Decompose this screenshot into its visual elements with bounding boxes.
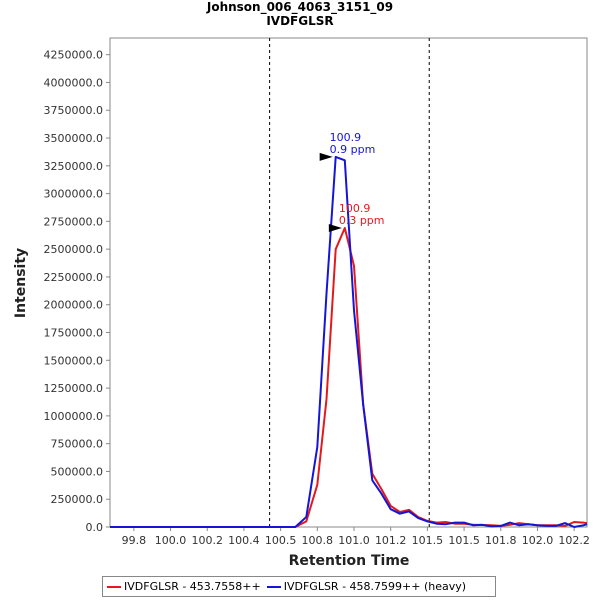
chart-title: Johnson_006_4063_3151_09 [206,0,393,15]
legend-item-heavy: IVDFGLSR - 458.7599++ (heavy) [266,580,467,593]
chart-subtitle: IVDFGLSR [266,14,333,28]
x-tick-label: 102.2 [558,534,590,547]
plot-area [109,37,588,528]
y-axis: 0.0 250000.0 500000.0 750000.0 1000000.0 1250… [44,49,110,534]
series-layer [110,155,588,528]
legend-swatch-light [107,585,121,588]
y-tick-label: 4000000.0 [44,76,104,89]
y-tick-label: 1250000.0 [44,382,104,395]
legend-swatch-heavy [266,585,281,588]
y-tick-label: 3000000.0 [44,188,104,201]
y-tick-label: 2500000.0 [44,243,104,256]
legend-label-heavy: IVDFGLSR - 458.7599++ (heavy) [283,580,467,593]
y-tick-label: 0.0 [86,521,104,534]
y-axis-title: Intensity [13,248,29,318]
y-tick-label: 3500000.0 [44,132,104,145]
x-tick-label: 101.5 [412,534,444,547]
y-tick-label: 3750000.0 [44,104,104,117]
x-tick-label: 102.0 [522,534,554,547]
series-line-heavy [110,155,588,528]
y-tick-label: 750000.0 [51,438,104,451]
x-tick-label: 100.8 [302,534,334,547]
legend-label-light: IVDFGLSR - 453.7558++ [124,580,261,593]
x-tick-label: 101.8 [485,534,517,547]
y-tick-label: 2750000.0 [44,215,104,228]
x-axis: 99.8 100.0 100.2 100.4 100.5 100.8 101.0 101.2 1… [122,527,590,547]
legend: IVDFGLSR - 453.7558++ IVDFGLSR - 458.759… [102,576,496,597]
y-tick-label: 500000.0 [51,465,104,478]
apex-rt-label: 100.9 [339,202,371,215]
y-tick-label: 1500000.0 [44,354,104,367]
y-tick-label: 3250000.0 [44,160,104,173]
y-tick-label: 250000.0 [51,493,104,506]
apex-arrow [328,224,342,233]
x-tick-label: 101.5 [448,534,480,547]
x-tick-label: 101.2 [375,534,407,547]
apex-arrow [319,152,333,161]
y-tick-label: 4250000.0 [44,49,104,62]
y-tick-label: 1000000.0 [44,410,104,423]
x-tick-label: 100.2 [191,534,223,547]
x-tick-label: 100.0 [155,534,187,547]
x-tick-label: 101.0 [338,534,370,547]
y-tick-label: 2000000.0 [44,299,104,312]
apex-rt-label: 100.9 [330,131,362,144]
x-tick-label: 100.5 [265,534,297,547]
x-tick-label: 100.4 [228,534,260,547]
x-tick-label: 99.8 [122,534,147,547]
y-tick-label: 1750000.0 [44,327,104,340]
legend-item-light: IVDFGLSR - 453.7558++ [107,580,261,593]
apex-ppm-label: 0.9 ppm [330,143,376,156]
apex-ppm-label: 0.3 ppm [339,214,385,227]
x-axis-title: Retention Time [289,553,410,569]
y-tick-label: 2250000.0 [44,271,104,284]
